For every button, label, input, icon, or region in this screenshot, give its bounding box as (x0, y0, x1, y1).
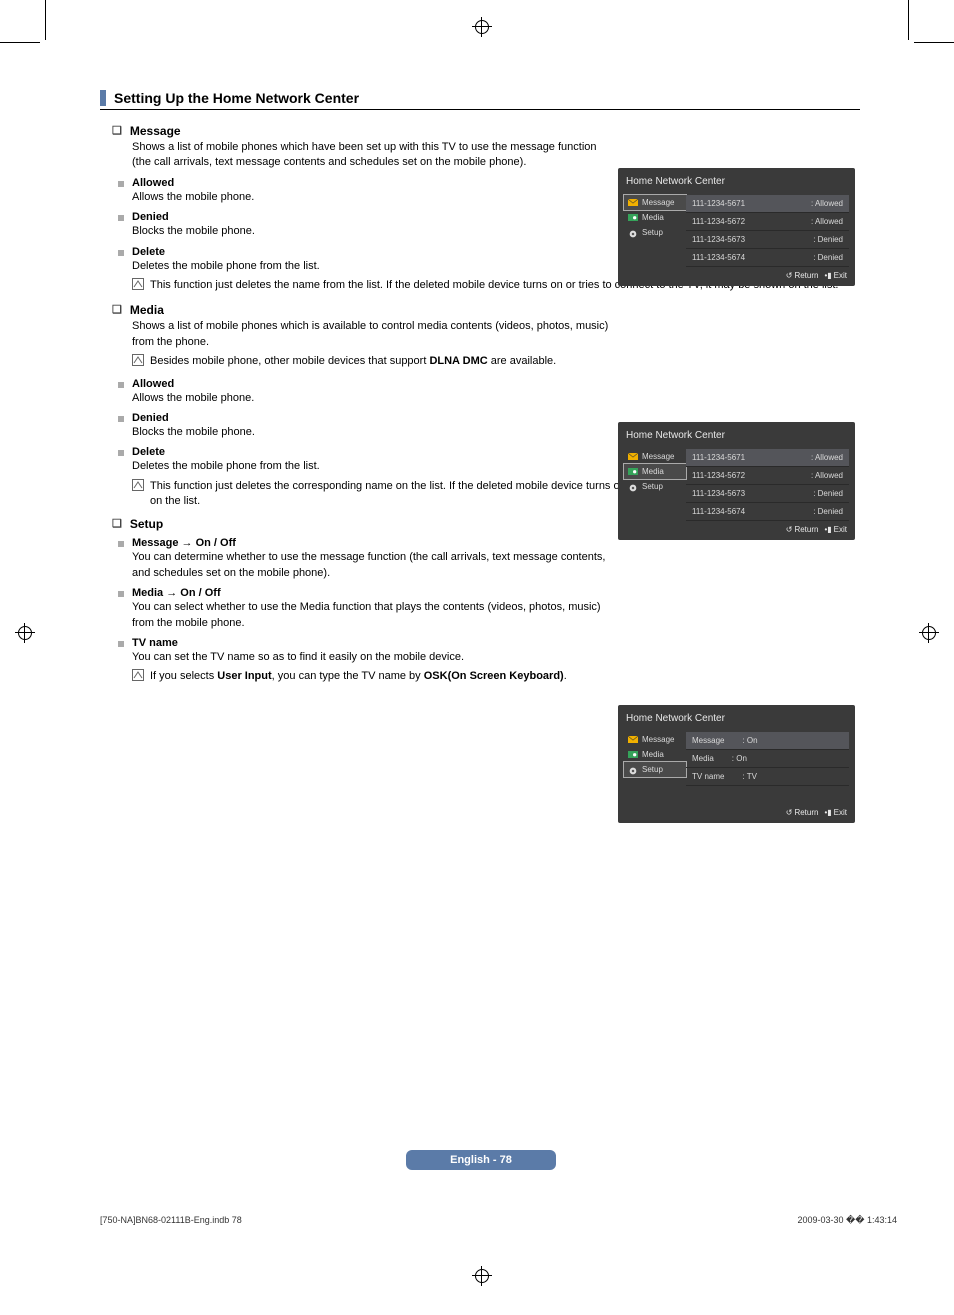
nav-item-media[interactable]: Media (624, 464, 686, 479)
setup-tvname-body: You can set the TV name so as to find it… (132, 650, 860, 665)
media-icon (628, 214, 638, 222)
panel-footer: ↺Return•▮Exit (624, 521, 849, 534)
nav-item-setup[interactable]: Setup (624, 225, 686, 240)
panel-title: Home Network Center (626, 713, 849, 724)
panel-nav: Message Media Setup (624, 195, 686, 267)
note-icon (132, 479, 144, 510)
outline-box-icon: ❏ (112, 124, 122, 138)
crop-mark-bottom (475, 1269, 489, 1283)
panel-list: Message: On Media: On TV name: TV (686, 732, 849, 804)
panel-footer: ↺Return•▮Exit (624, 267, 849, 280)
return-icon: ↺ (786, 525, 793, 534)
nav-item-media[interactable]: Media (624, 747, 686, 762)
message-body: Shows a list of mobile phones which have… (132, 140, 612, 171)
gear-icon (628, 766, 638, 774)
crop-mark-left (18, 626, 32, 640)
outline-box-icon: ❏ (112, 517, 122, 531)
list-row[interactable]: 111-1234-5672: Allowed (686, 467, 849, 485)
setup-tvname-note: If you selects User Input, you can type … (132, 669, 592, 686)
list-row[interactable]: 111-1234-5673: Denied (686, 485, 849, 503)
setup-media-body: You can select whether to use the Media … (132, 600, 612, 631)
panel-list: 111-1234-5671: Allowed 111-1234-5672: Al… (686, 195, 849, 267)
page-number: English - 78 (406, 1150, 556, 1170)
outline-box-icon: ❏ (112, 303, 122, 317)
crop-line (45, 0, 46, 40)
square-bullet-icon (118, 250, 124, 256)
exit-icon: •▮ (824, 525, 831, 534)
section-title: Setting Up the Home Network Center (114, 90, 359, 106)
list-row[interactable]: Media: On (686, 750, 849, 768)
panel-title: Home Network Center (626, 430, 849, 441)
list-row[interactable]: 111-1234-5674: Denied (686, 503, 849, 521)
home-network-center-panel-message: Home Network Center Message Media Setup … (618, 168, 855, 286)
nav-item-setup[interactable]: Setup (624, 479, 686, 494)
envelope-icon (628, 199, 638, 207)
crop-line (908, 0, 909, 40)
crop-line (0, 42, 40, 43)
setup-media-heading: Media → On / Off (118, 587, 860, 599)
list-row[interactable]: 111-1234-5671: Allowed (686, 195, 849, 213)
note-icon (132, 354, 144, 371)
media-icon (628, 468, 638, 476)
square-bullet-icon (118, 382, 124, 388)
note-icon (132, 278, 144, 295)
square-bullet-icon (118, 641, 124, 647)
media-icon (628, 751, 638, 759)
square-bullet-icon (118, 591, 124, 597)
media-allowed-body: Allows the mobile phone. (132, 391, 860, 406)
square-bullet-icon (118, 215, 124, 221)
envelope-icon (628, 453, 638, 461)
gear-icon (628, 229, 638, 237)
nav-item-message[interactable]: Message (624, 195, 686, 210)
list-row[interactable]: Message: On (686, 732, 849, 750)
gear-icon (628, 483, 638, 491)
nav-item-media[interactable]: Media (624, 210, 686, 225)
list-row[interactable]: TV name: TV (686, 768, 849, 786)
crop-mark-top (475, 20, 489, 34)
list-row[interactable]: 111-1234-5671: Allowed (686, 449, 849, 467)
envelope-icon (628, 736, 638, 744)
list-row[interactable]: 111-1234-5673: Denied (686, 231, 849, 249)
home-network-center-panel-media: Home Network Center Message Media Setup … (618, 422, 855, 540)
home-network-center-panel-setup: Home Network Center Message Media Setup … (618, 705, 855, 823)
square-bullet-icon (118, 450, 124, 456)
panel-title: Home Network Center (626, 176, 849, 187)
panel-nav: Message Media Setup (624, 732, 686, 804)
media-note: Besides mobile phone, other mobile devic… (132, 354, 860, 371)
panel-nav: Message Media Setup (624, 449, 686, 521)
setup-message-body: You can determine whether to use the mes… (132, 550, 612, 581)
message-heading: ❏ Message (112, 124, 860, 138)
square-bullet-icon (118, 181, 124, 187)
exit-icon: •▮ (824, 271, 831, 280)
media-body: Shows a list of mobile phones which is a… (132, 319, 612, 350)
panel-footer: ↺Return•▮Exit (624, 804, 849, 817)
exit-icon: •▮ (824, 808, 831, 817)
nav-item-message[interactable]: Message (624, 449, 686, 464)
square-bullet-icon (118, 416, 124, 422)
return-icon: ↺ (786, 271, 793, 280)
list-row[interactable]: 111-1234-5672: Allowed (686, 213, 849, 231)
media-heading: ❏ Media (112, 303, 860, 317)
panel-list: 111-1234-5671: Allowed 111-1234-5672: Al… (686, 449, 849, 521)
square-bullet-icon (118, 541, 124, 547)
nav-item-message[interactable]: Message (624, 732, 686, 747)
section-bar (100, 90, 106, 106)
crop-mark-right (922, 626, 936, 640)
nav-item-setup[interactable]: Setup (624, 762, 686, 777)
note-icon (132, 669, 144, 686)
section-header: Setting Up the Home Network Center (100, 90, 860, 110)
footer-left: [750-NA]BN68-02111B-Eng.indb 78 (100, 1215, 242, 1225)
setup-tvname-heading: TV name (118, 637, 860, 649)
return-icon: ↺ (786, 808, 793, 817)
media-allowed-heading: Allowed (118, 378, 860, 390)
list-row[interactable]: 111-1234-5674: Denied (686, 249, 849, 267)
crop-line (914, 42, 954, 43)
footer-right: 2009-03-30 �� 1:43:14 (797, 1215, 897, 1226)
